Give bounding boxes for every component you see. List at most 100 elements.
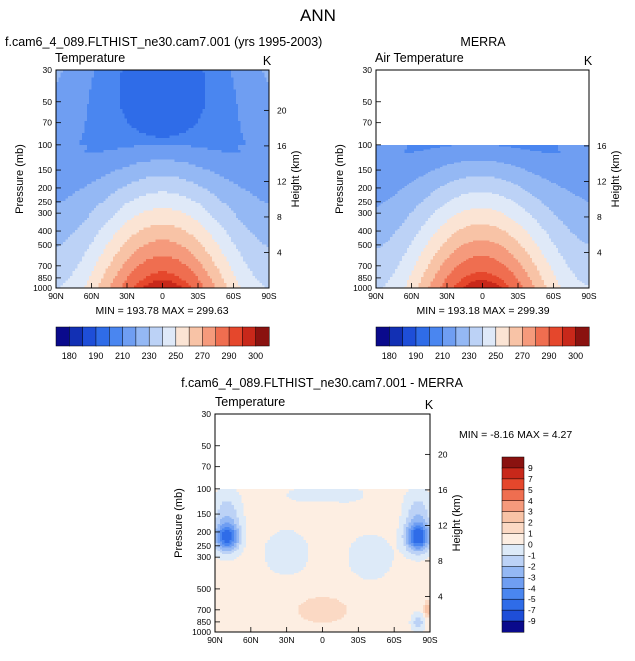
plot-cell <box>127 77 130 80</box>
plot-cell <box>189 77 192 80</box>
plot-cell <box>243 106 246 109</box>
plot-cell <box>134 92 137 95</box>
plot-cell <box>155 80 158 83</box>
plot-cell <box>118 87 121 90</box>
plot-cell <box>96 111 99 114</box>
plot-cell <box>172 109 175 112</box>
plot-cell <box>245 72 248 75</box>
plot-cell <box>61 75 64 78</box>
plot-cell <box>224 85 227 88</box>
plot-cell <box>77 72 80 75</box>
plot-cell <box>219 77 222 80</box>
plot-cell <box>65 80 68 83</box>
plot-cell <box>245 97 248 100</box>
plot-cell <box>58 89 61 92</box>
plot-cell <box>101 85 104 88</box>
plot-cell <box>179 72 182 75</box>
plot-cell <box>207 72 210 75</box>
plot-cell <box>160 80 163 83</box>
plot-cell <box>96 85 99 88</box>
plot-cell <box>155 77 158 80</box>
plot-cell <box>106 111 109 114</box>
plot-cell <box>257 72 260 75</box>
plot-cell <box>224 75 227 78</box>
plot-cell <box>70 89 73 92</box>
plot-cell <box>120 85 123 88</box>
plot-cell <box>210 94 213 97</box>
plot-cell <box>120 99 123 102</box>
plot-cell <box>144 104 147 107</box>
plot-cell <box>73 77 76 80</box>
plot-cell <box>87 106 90 109</box>
plot-cell <box>200 104 203 107</box>
plot-cell <box>243 72 246 75</box>
plot-cell <box>120 97 123 100</box>
panel-model: 3050701001502002503004005007008501000201… <box>14 65 302 301</box>
plot-cell <box>207 80 210 83</box>
plot-cell <box>82 101 85 104</box>
plot-cell <box>219 80 222 83</box>
plot-cell <box>163 97 166 100</box>
plot-cell <box>257 101 260 104</box>
plot-cell <box>144 92 147 95</box>
plot-cell <box>148 80 151 83</box>
plot-cell <box>139 77 142 80</box>
plot-cell <box>238 77 241 80</box>
plot-cell <box>141 97 144 100</box>
figure: ANN f.cam6_4_089.FLTHIST_ne30.cam7.001 (… <box>0 0 635 656</box>
plot-cell <box>141 80 144 83</box>
plot-cell <box>158 92 161 95</box>
plot-cell <box>132 111 135 114</box>
plot-cell <box>181 99 184 102</box>
plot-cell <box>141 89 144 92</box>
plot-cell <box>196 104 199 107</box>
plot-cell <box>141 111 144 114</box>
plot-cell <box>252 104 255 107</box>
plot-cell <box>163 106 166 109</box>
plot-cell <box>184 99 187 102</box>
plot-cell <box>257 77 260 80</box>
plot-cell <box>75 75 78 78</box>
plot-cell <box>106 89 109 92</box>
plot-cell <box>125 104 128 107</box>
plot-cell <box>226 85 229 88</box>
plot-cell <box>77 99 80 102</box>
plot-cell <box>198 92 201 95</box>
plot-cell <box>186 77 189 80</box>
plot-cell <box>229 94 232 97</box>
plot-cell <box>196 97 199 100</box>
plot-cell <box>264 104 267 107</box>
plot-cell <box>170 72 173 75</box>
plot-cell <box>94 80 97 83</box>
plot-cell <box>226 75 229 78</box>
plot-cell <box>80 92 83 95</box>
plot-cell <box>84 97 87 100</box>
plot-cell <box>141 104 144 107</box>
plot-cell <box>167 89 170 92</box>
plot-cell <box>122 101 125 104</box>
plot-cell <box>174 94 177 97</box>
plot-cell <box>165 92 168 95</box>
plot-cell <box>103 106 106 109</box>
plot-cell <box>260 89 263 92</box>
plot-cell <box>212 92 215 95</box>
plot-cell <box>68 101 71 104</box>
plot-cell <box>186 72 189 75</box>
panel-obs-stats: MIN = 193.18 MAX = 299.39 <box>416 305 549 317</box>
plot-cell <box>163 85 166 88</box>
plot-cell <box>236 75 239 78</box>
plot-cell <box>260 92 263 95</box>
plot-cell <box>229 82 232 85</box>
plot-cell <box>205 72 208 75</box>
plot-cell <box>219 85 222 88</box>
plot-cell <box>245 94 248 97</box>
plot-cell <box>243 104 246 107</box>
plot-cell <box>252 89 255 92</box>
plot-cell <box>222 72 225 75</box>
plot-cell <box>215 85 218 88</box>
plot-cell <box>96 97 99 100</box>
plot-cell <box>65 72 68 75</box>
plot-cell <box>73 75 76 78</box>
plot-cell <box>250 101 253 104</box>
plot-cell <box>115 111 118 114</box>
